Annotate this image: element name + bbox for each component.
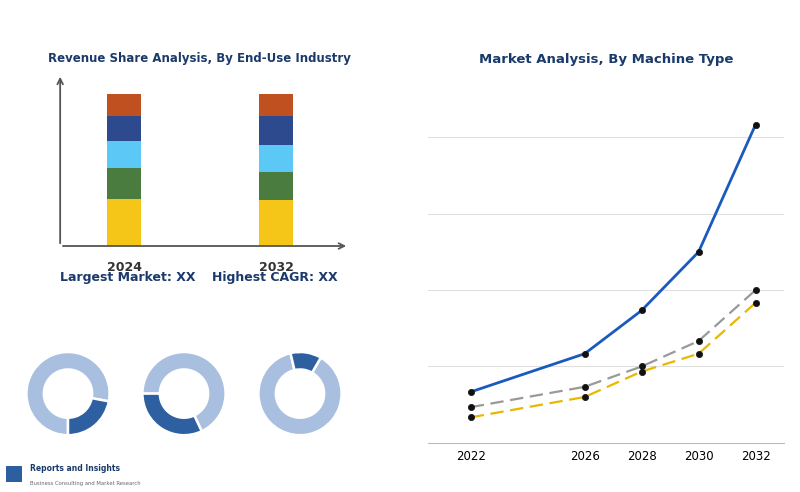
Text: 2024: 2024 [106,261,142,274]
Bar [107,199,141,246]
FancyBboxPatch shape [6,466,22,482]
Bar [107,116,141,141]
Text: 2032: 2032 [258,261,294,274]
Text: Reports and Insights: Reports and Insights [30,463,120,472]
Bar [259,200,293,246]
Bar [259,145,293,172]
Wedge shape [258,353,342,435]
Wedge shape [142,394,202,435]
Wedge shape [290,352,321,373]
Bar [107,168,141,199]
Wedge shape [26,352,110,435]
Text: Business Consulting and Market Research: Business Consulting and Market Research [30,481,141,486]
Title: Market Analysis, By Machine Type: Market Analysis, By Machine Type [479,53,733,66]
Bar [259,116,293,145]
Text: Revenue Share Analysis, By End-Use Industry: Revenue Share Analysis, By End-Use Indus… [48,52,351,65]
Text: Highest CAGR: XX: Highest CAGR: XX [212,272,338,284]
Bar [259,172,293,200]
Wedge shape [142,352,226,431]
Wedge shape [68,398,109,435]
Text: Largest Market: XX: Largest Market: XX [60,272,196,284]
Text: GLOBAL BLISTER PACKAGING MACHINE MARKET SEGMENT ANALYSIS: GLOBAL BLISTER PACKAGING MACHINE MARKET … [10,16,574,31]
Bar [259,94,293,116]
Bar [107,94,141,116]
Bar [107,141,141,168]
